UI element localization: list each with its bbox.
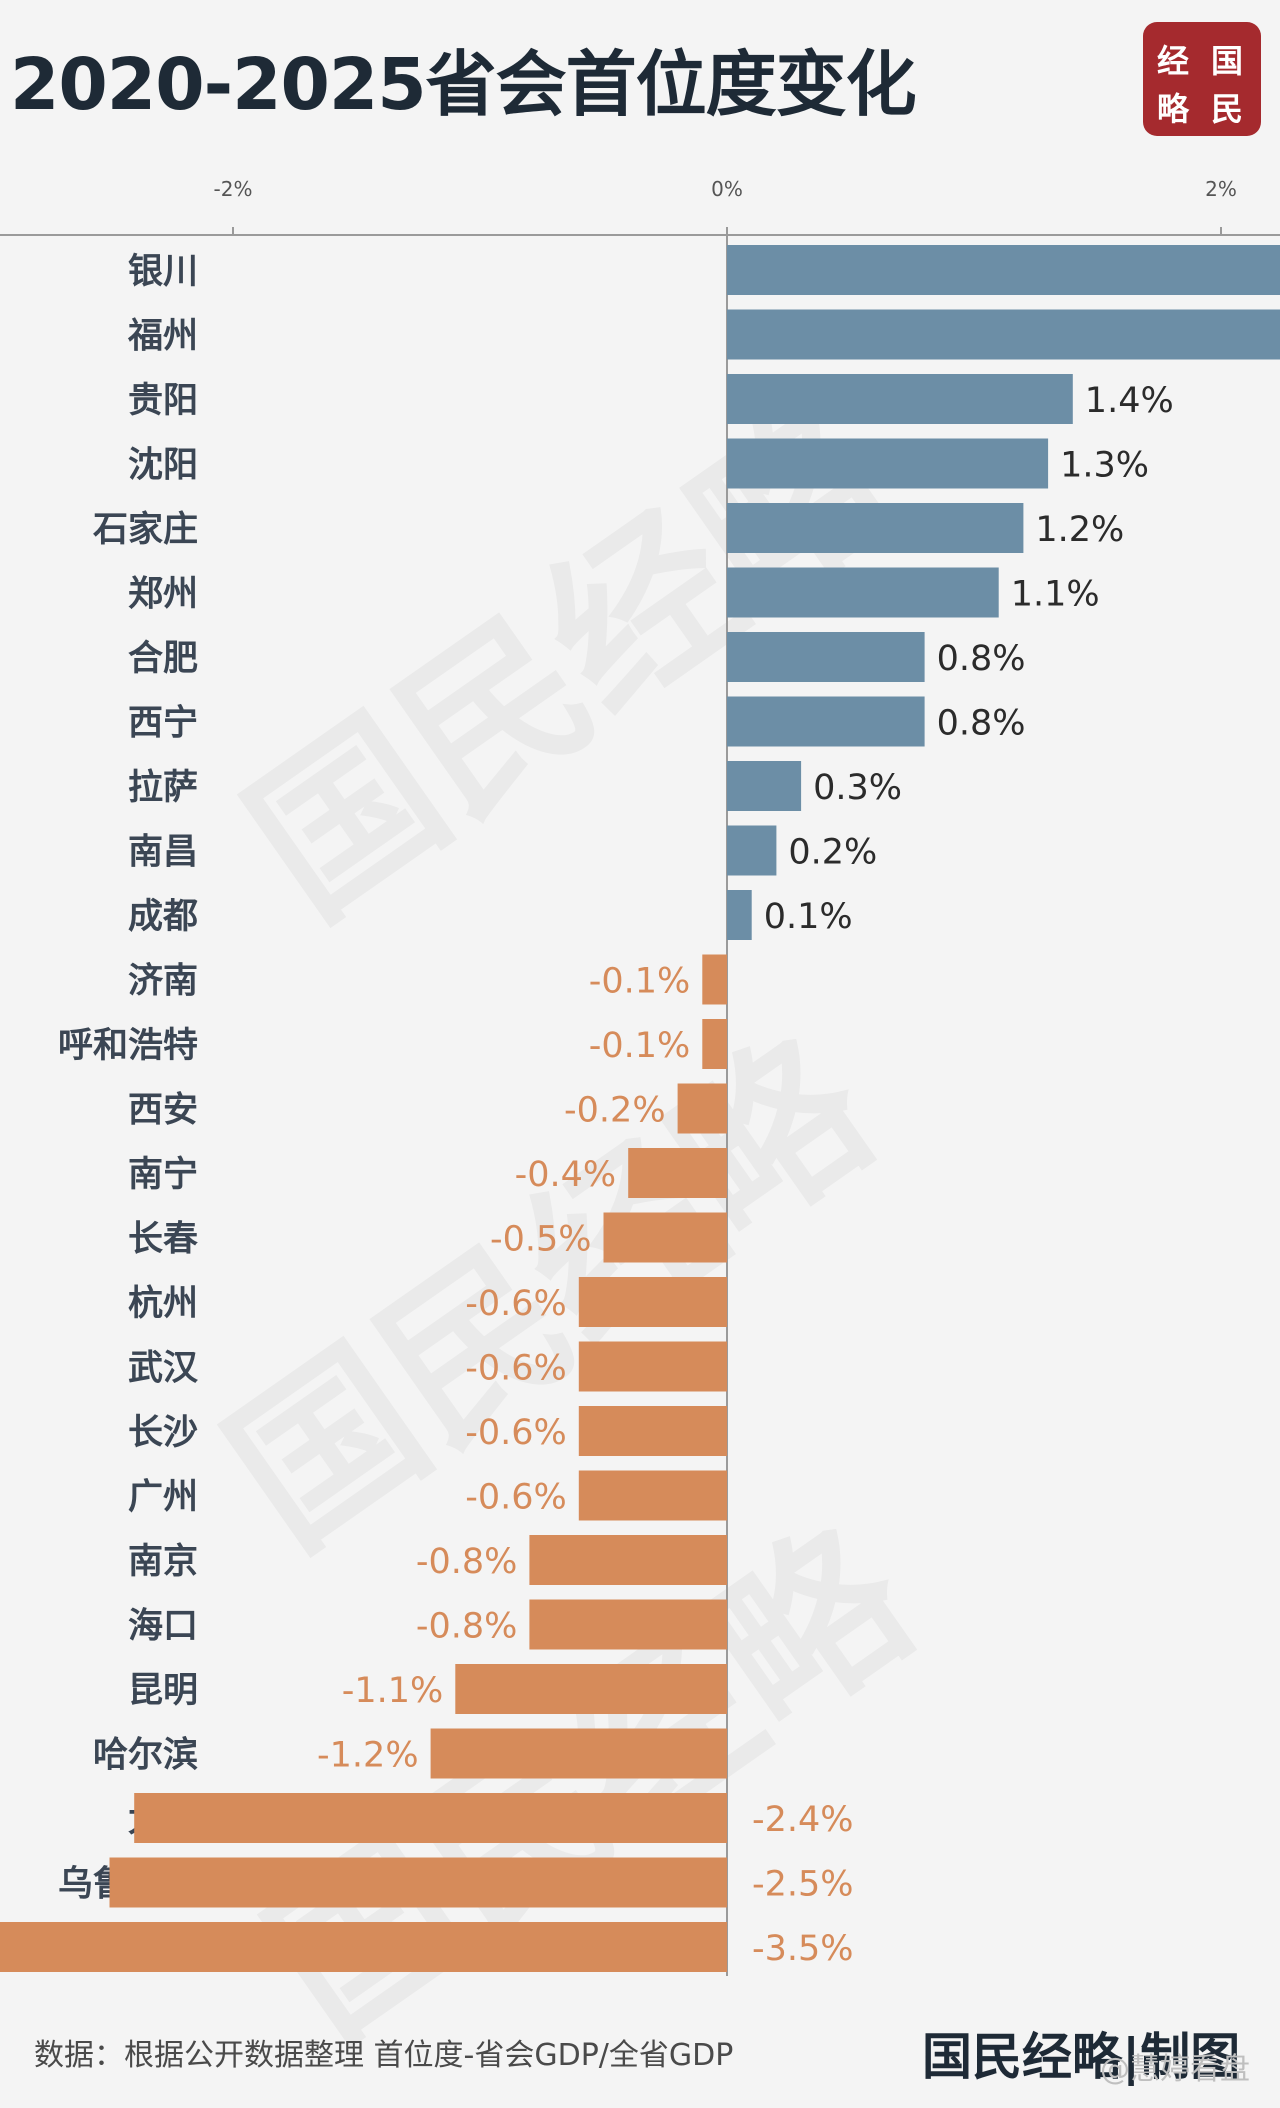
bar bbox=[603, 1212, 727, 1263]
bar bbox=[727, 567, 999, 618]
category-label: 昆明 bbox=[128, 1671, 198, 1711]
category-label: 沈阳 bbox=[128, 446, 198, 486]
category-label: 海口 bbox=[128, 1607, 198, 1647]
data-label: -0.4% bbox=[515, 1155, 617, 1195]
category-label: 合肥 bbox=[128, 639, 198, 679]
category-label: 西安 bbox=[128, 1091, 198, 1131]
x-tick-label: 0% bbox=[711, 177, 743, 201]
bar bbox=[677, 1083, 727, 1134]
data-label: -0.5% bbox=[490, 1220, 592, 1260]
category-label: 石家庄 bbox=[93, 510, 198, 550]
category-label: 广州 bbox=[128, 1478, 198, 1518]
data-label: -0.6% bbox=[465, 1478, 567, 1518]
bar bbox=[727, 761, 802, 811]
bar bbox=[109, 1857, 727, 1908]
data-label: 1.1% bbox=[1011, 575, 1100, 615]
data-label: -0.2% bbox=[564, 1091, 666, 1131]
category-label: 贵阳 bbox=[128, 381, 198, 421]
bar bbox=[727, 825, 777, 876]
bar bbox=[0, 1922, 727, 1972]
category-label: 济南 bbox=[128, 962, 198, 1002]
category-label: 南宁 bbox=[128, 1155, 198, 1195]
data-label: 1.4% bbox=[1085, 381, 1174, 421]
category-label: 南昌 bbox=[128, 833, 198, 873]
bar bbox=[628, 1148, 727, 1198]
category-label: 银川 bbox=[128, 252, 198, 292]
data-label: -0.8% bbox=[416, 1542, 518, 1582]
bar bbox=[134, 1793, 727, 1843]
data-label: -2.5% bbox=[752, 1865, 854, 1905]
category-label: 长沙 bbox=[128, 1413, 198, 1453]
logo-char: 国 bbox=[1211, 42, 1244, 80]
category-label: 哈尔滨 bbox=[93, 1736, 198, 1776]
bar bbox=[578, 1470, 727, 1521]
bar bbox=[578, 1341, 727, 1392]
data-label: -0.1% bbox=[589, 1026, 691, 1066]
bar bbox=[578, 1406, 727, 1456]
data-label: -0.6% bbox=[465, 1349, 567, 1389]
bar bbox=[727, 438, 1049, 489]
category-label: 西宁 bbox=[128, 704, 198, 744]
bar bbox=[727, 374, 1073, 424]
category-label: 武汉 bbox=[128, 1349, 199, 1389]
bar bbox=[727, 890, 752, 940]
data-label: -0.8% bbox=[416, 1607, 518, 1647]
bar bbox=[529, 1599, 727, 1650]
data-label: 0.2% bbox=[788, 833, 877, 873]
bar bbox=[727, 503, 1024, 553]
category-label: 杭州 bbox=[128, 1283, 198, 1324]
bar bbox=[702, 954, 727, 1005]
logo-char: 略 bbox=[1157, 90, 1190, 128]
bar bbox=[702, 1019, 727, 1069]
category-label: 长春 bbox=[128, 1220, 198, 1260]
bar bbox=[578, 1277, 727, 1327]
x-tick-label: -2% bbox=[214, 177, 253, 201]
category-label: 福州 bbox=[127, 317, 198, 357]
chart-title: 2020-2025省会首位度变化 bbox=[10, 43, 917, 126]
category-label: 拉萨 bbox=[128, 768, 198, 808]
bar bbox=[727, 696, 925, 747]
bar bbox=[430, 1728, 727, 1779]
data-label: -1.1% bbox=[342, 1671, 444, 1711]
data-label: -2.4% bbox=[752, 1800, 854, 1840]
category-label: 郑州 bbox=[128, 575, 198, 615]
data-label: 0.3% bbox=[813, 768, 902, 808]
category-label: 成都 bbox=[128, 897, 198, 937]
data-label: -0.1% bbox=[589, 962, 691, 1002]
data-label: 0.8% bbox=[937, 704, 1026, 744]
brand-logo: 经 国 略 民 bbox=[1143, 22, 1261, 136]
bar bbox=[727, 309, 1280, 360]
source-note: 数据：根据公开数据整理 首位度-省会GDP/全省GDP bbox=[34, 2038, 734, 2073]
bar bbox=[727, 245, 1280, 295]
data-label: 0.1% bbox=[764, 897, 853, 937]
category-label: 呼和浩特 bbox=[58, 1026, 198, 1066]
logo-char: 经 bbox=[1157, 42, 1190, 80]
bar bbox=[455, 1664, 727, 1714]
bar-chart: -4%-2%0%2%4%银川3.1%福州2.3%贵阳1.4%沈阳1.3%石家庄1… bbox=[0, 177, 1280, 1976]
author-credit: @慧婷看盘 bbox=[1100, 2052, 1250, 2087]
data-label: -1.2% bbox=[317, 1736, 419, 1776]
data-label: -3.5% bbox=[752, 1929, 854, 1969]
category-label: 南京 bbox=[128, 1541, 198, 1582]
data-label: -0.6% bbox=[465, 1413, 567, 1453]
brand-credit: 国民经略|制图 bbox=[922, 2028, 1241, 2086]
data-label: -0.6% bbox=[465, 1284, 567, 1324]
bar bbox=[727, 632, 925, 682]
data-label: 0.8% bbox=[937, 639, 1026, 679]
data-label: 1.3% bbox=[1060, 446, 1149, 486]
bar bbox=[529, 1535, 727, 1585]
data-label: 1.2% bbox=[1035, 510, 1124, 550]
logo-char: 民 bbox=[1211, 90, 1244, 128]
x-tick-label: 2% bbox=[1205, 177, 1237, 201]
